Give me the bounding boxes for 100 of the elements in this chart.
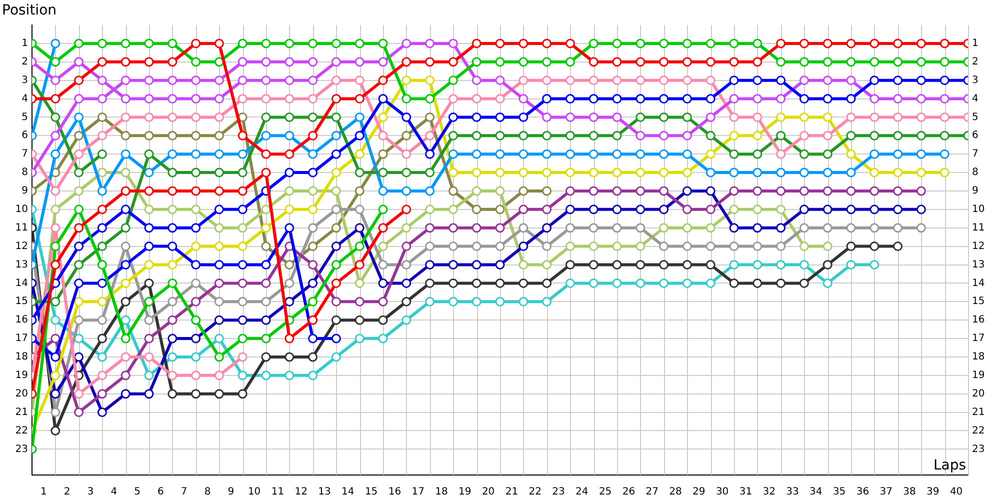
point — [74, 223, 84, 233]
point — [588, 204, 598, 214]
x-tick-label: 24 — [576, 486, 588, 498]
point — [120, 260, 130, 270]
point — [331, 315, 341, 325]
point — [120, 112, 130, 122]
point — [144, 260, 154, 270]
x-tick-label: 14 — [342, 486, 354, 498]
point — [168, 38, 178, 48]
y2-tick-label: 14 — [972, 278, 985, 289]
point — [752, 260, 762, 270]
point — [588, 223, 598, 233]
point — [518, 296, 528, 306]
point — [682, 223, 692, 233]
point — [50, 370, 60, 380]
point — [284, 38, 294, 48]
y-tick-label: 23 — [15, 444, 28, 455]
point — [168, 112, 178, 122]
point — [893, 204, 903, 214]
point — [565, 260, 575, 270]
point — [940, 130, 950, 140]
point — [870, 130, 880, 140]
point — [893, 57, 903, 67]
point — [822, 149, 832, 159]
point — [74, 352, 84, 362]
point — [97, 76, 107, 86]
point — [706, 76, 716, 86]
point — [565, 130, 575, 140]
point — [97, 389, 107, 399]
point — [284, 223, 294, 233]
point — [472, 76, 482, 86]
point — [144, 223, 154, 233]
point — [308, 57, 318, 67]
point — [518, 168, 528, 178]
point — [214, 112, 224, 122]
y-tick-label: 4 — [22, 93, 28, 104]
point — [331, 149, 341, 159]
point — [682, 130, 692, 140]
point — [682, 278, 692, 288]
point — [378, 278, 388, 288]
point — [706, 168, 716, 178]
point — [168, 223, 178, 233]
point — [50, 408, 60, 418]
point — [495, 223, 505, 233]
point — [588, 57, 598, 67]
point — [214, 130, 224, 140]
point — [97, 315, 107, 325]
y-tick-label: 20 — [15, 388, 28, 400]
point — [495, 112, 505, 122]
y2-tick-label: 8 — [972, 167, 978, 178]
point — [284, 370, 294, 380]
point — [893, 94, 903, 104]
point — [495, 242, 505, 252]
point — [214, 334, 224, 344]
point — [752, 57, 762, 67]
point — [214, 94, 224, 104]
point — [308, 204, 318, 214]
point — [168, 94, 178, 104]
point — [870, 223, 880, 233]
point — [120, 76, 130, 86]
point — [682, 57, 692, 67]
point — [331, 296, 341, 306]
point — [636, 242, 646, 252]
point — [168, 334, 178, 344]
point — [916, 38, 926, 48]
x-tick-label: 38 — [903, 486, 916, 498]
y-tick-label: 19 — [15, 370, 28, 382]
point — [191, 315, 201, 325]
point — [402, 76, 412, 86]
point — [518, 278, 528, 288]
point — [870, 57, 880, 67]
point — [354, 223, 364, 233]
point — [308, 370, 318, 380]
point — [97, 130, 107, 140]
point — [870, 168, 880, 178]
point — [472, 168, 482, 178]
point — [261, 168, 271, 178]
point — [799, 149, 809, 159]
point — [636, 204, 646, 214]
point — [284, 57, 294, 67]
point — [378, 130, 388, 140]
point — [729, 38, 739, 48]
point — [916, 204, 926, 214]
point — [308, 186, 318, 196]
point — [354, 130, 364, 140]
y2-tick-label: 16 — [972, 314, 985, 326]
x-tick-label: 33 — [786, 486, 799, 498]
point — [822, 260, 832, 270]
point — [74, 242, 84, 252]
point — [659, 168, 669, 178]
point — [74, 315, 84, 325]
y2-tick-label: 9 — [972, 186, 978, 197]
y-tick-label: 3 — [22, 74, 28, 86]
point — [799, 130, 809, 140]
point — [214, 370, 224, 380]
point — [448, 260, 458, 270]
point — [565, 223, 575, 233]
point — [354, 242, 364, 252]
point — [636, 57, 646, 67]
point — [870, 242, 880, 252]
